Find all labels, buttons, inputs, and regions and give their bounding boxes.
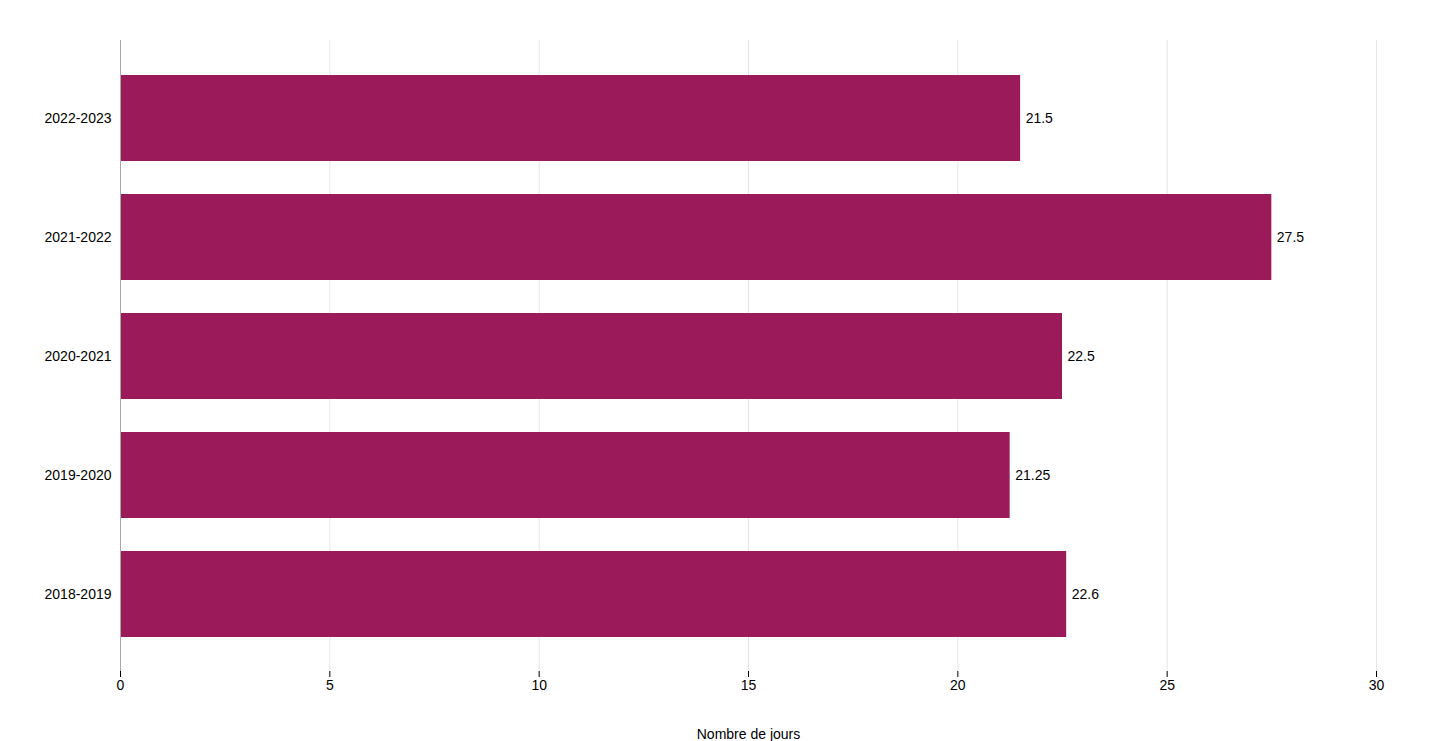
svg-text:10: 10 bbox=[531, 677, 547, 693]
svg-text:2022-2023: 2022-2023 bbox=[45, 110, 112, 126]
svg-text:2020-2021: 2020-2021 bbox=[45, 348, 112, 364]
svg-text:15: 15 bbox=[741, 677, 757, 693]
svg-text:0: 0 bbox=[117, 677, 125, 693]
svg-text:22.5: 22.5 bbox=[1068, 348, 1095, 364]
svg-text:20: 20 bbox=[950, 677, 966, 693]
svg-text:Nombre de jours: Nombre de jours bbox=[697, 726, 801, 741]
svg-text:21.5: 21.5 bbox=[1026, 110, 1053, 126]
svg-text:21.25: 21.25 bbox=[1015, 467, 1050, 483]
svg-text:2021-2022: 2021-2022 bbox=[45, 229, 112, 245]
svg-text:2018-2019: 2018-2019 bbox=[45, 586, 112, 602]
svg-text:25: 25 bbox=[1159, 677, 1175, 693]
svg-text:27.5: 27.5 bbox=[1277, 229, 1304, 245]
svg-text:5: 5 bbox=[326, 677, 334, 693]
svg-text:2019-2020: 2019-2020 bbox=[45, 467, 112, 483]
svg-text:22.6: 22.6 bbox=[1072, 586, 1099, 602]
svg-text:30: 30 bbox=[1369, 677, 1385, 693]
